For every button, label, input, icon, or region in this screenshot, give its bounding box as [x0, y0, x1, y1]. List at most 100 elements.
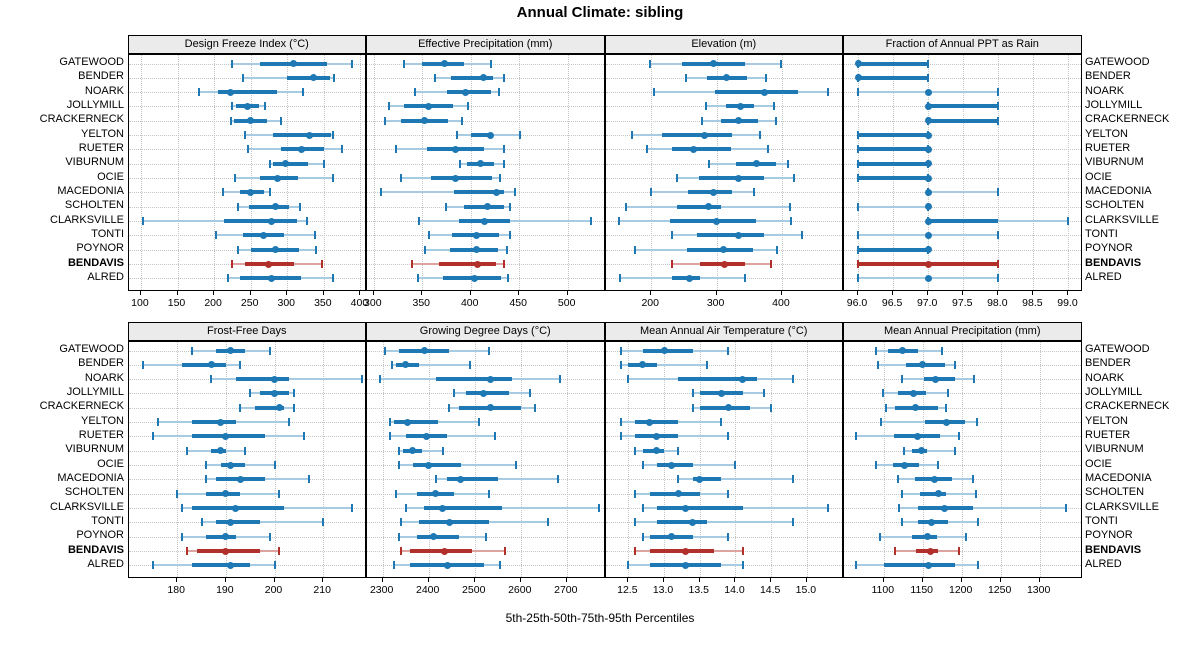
gridline-horizontal — [128, 163, 366, 165]
axis-tick — [960, 578, 962, 582]
interval-5-95 — [904, 449, 956, 452]
gridline-horizontal — [844, 450, 1081, 452]
interval-25-75 — [661, 133, 732, 138]
median-dot — [739, 375, 747, 383]
median-dot — [422, 432, 430, 440]
median-dot — [232, 504, 240, 512]
gridline-vertical — [771, 341, 773, 578]
cap-5th — [395, 145, 398, 154]
site-label-right: MACEDONIA — [1085, 471, 1152, 484]
interval-25-75 — [454, 190, 504, 195]
panel-strip-2: Elevation (m) — [604, 35, 843, 54]
cap-5th — [627, 375, 630, 384]
median-dot — [473, 231, 481, 239]
cap-95th — [589, 217, 592, 226]
site-label-left: MACEDONIA — [57, 184, 124, 197]
cap-95th — [279, 116, 282, 125]
median-dot — [924, 160, 932, 168]
cap-5th — [893, 547, 896, 556]
cap-5th — [878, 532, 881, 541]
site-label-right: CRACKERNECK — [1085, 113, 1170, 126]
panel-body-3 — [843, 53, 1082, 291]
cap-95th — [333, 73, 336, 82]
median-dot — [247, 188, 255, 196]
cap-95th — [975, 418, 978, 427]
axis-tick — [927, 291, 929, 295]
cap-95th — [759, 131, 762, 140]
cap-5th — [243, 131, 246, 140]
cap-95th — [927, 73, 930, 82]
cap-5th — [691, 389, 694, 398]
cap-5th — [705, 102, 708, 111]
cap-5th — [903, 446, 905, 455]
median-dot — [653, 447, 661, 455]
interval-25-75 — [470, 133, 494, 138]
cap-95th — [307, 475, 310, 484]
site-label-left: ALRED — [87, 557, 124, 570]
axis-tick-label: 1300 — [1026, 584, 1051, 596]
cap-5th — [855, 432, 858, 441]
cap-5th — [854, 561, 857, 570]
median-dot — [265, 260, 273, 268]
cap-5th — [237, 202, 240, 211]
axis-tick — [857, 291, 859, 295]
median-dot — [480, 389, 488, 397]
median-dot — [924, 260, 932, 268]
cap-95th — [533, 403, 536, 412]
interval-25-75 — [642, 448, 665, 453]
cap-95th — [322, 159, 325, 168]
site-label-left: CLARKSVILLE — [50, 500, 124, 513]
cap-95th — [974, 489, 977, 498]
cap-95th — [792, 174, 795, 183]
site-label-right: BENDER — [1085, 357, 1131, 370]
gridline-vertical — [998, 54, 1000, 291]
axis-tick-label: 250 — [240, 297, 259, 309]
median-dot — [260, 231, 268, 239]
median-dot — [909, 389, 917, 397]
gridline-horizontal — [844, 465, 1081, 467]
interval-25-75 — [698, 176, 764, 181]
cap-5th — [901, 375, 904, 384]
cap-95th — [314, 231, 317, 240]
site-label-right: GATEWOOD — [1085, 343, 1150, 355]
median-dot — [268, 217, 276, 225]
gridline-horizontal — [844, 350, 1081, 352]
cap-5th — [397, 461, 400, 470]
site-label-left: BENDAVIS — [67, 543, 124, 556]
median-dot — [912, 404, 920, 412]
cap-5th — [677, 475, 680, 484]
interval-5-95 — [899, 507, 1067, 510]
site-label-right: ALRED — [1085, 557, 1122, 570]
interval-5-95 — [928, 191, 999, 194]
axis-tick — [427, 578, 429, 582]
interval-25-75 — [272, 133, 332, 138]
cap-95th — [239, 360, 242, 369]
cap-95th — [791, 475, 794, 484]
cap-5th — [708, 159, 711, 168]
median-dot — [752, 160, 760, 168]
median-dot — [719, 246, 727, 254]
gridline-vertical — [428, 341, 430, 578]
cap-5th — [239, 403, 242, 412]
cap-95th — [752, 188, 755, 197]
cap-95th — [466, 102, 469, 111]
median-dot — [761, 88, 769, 96]
cap-5th — [379, 188, 382, 197]
cap-95th — [972, 475, 975, 484]
cap-95th — [776, 245, 779, 254]
site-label-left: BENDER — [78, 357, 124, 370]
median-dot — [934, 490, 942, 498]
gridline-vertical — [963, 54, 965, 291]
site-label-left: OCIE — [97, 170, 124, 183]
cap-5th — [400, 547, 403, 556]
cap-95th — [775, 116, 778, 125]
gridline-horizontal — [367, 120, 604, 122]
median-dot — [272, 203, 280, 211]
cap-95th — [502, 145, 505, 154]
cap-95th — [827, 88, 830, 97]
median-dot — [290, 60, 298, 67]
panel-body-1 — [366, 53, 605, 291]
site-label-left: NOARK — [84, 84, 124, 97]
gridline-vertical — [1033, 54, 1035, 291]
median-dot — [735, 117, 743, 125]
